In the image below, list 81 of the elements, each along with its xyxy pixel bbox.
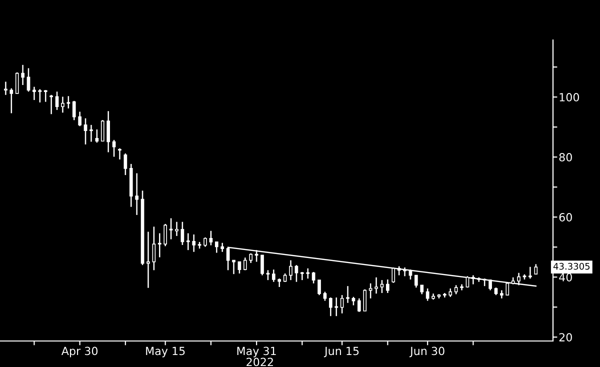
candlestick	[294, 264, 298, 283]
candlestick	[209, 230, 213, 246]
candlestick	[357, 298, 361, 313]
candlestick	[306, 268, 310, 280]
y-tick-label: 60	[559, 213, 572, 222]
candlestick	[135, 172, 138, 216]
y-tick-label: 20	[559, 333, 572, 342]
candlestick	[323, 291, 327, 302]
candlestick	[249, 252, 253, 264]
candlestick	[232, 260, 236, 275]
candlestick	[363, 288, 367, 312]
candlestick	[158, 232, 162, 258]
candlestick	[328, 296, 332, 317]
candlestick	[528, 266, 532, 280]
candlestick	[15, 72, 19, 94]
candlestick	[243, 256, 247, 271]
candlestick	[454, 284, 458, 295]
x-tick-label: May 15	[146, 346, 185, 358]
x-tick-label: Apr 30	[61, 346, 98, 358]
candlestick	[340, 294, 344, 314]
x-axis-title: 2022	[246, 358, 273, 366]
candlestick	[38, 88, 42, 104]
candlestick	[318, 279, 321, 296]
candlestick	[414, 274, 418, 288]
candlestick	[312, 271, 316, 284]
candlestick	[90, 124, 93, 142]
candlestick	[380, 279, 384, 294]
candlestick	[346, 285, 350, 304]
candlestick	[254, 249, 258, 262]
candlestick	[21, 64, 24, 86]
candlestick	[112, 139, 116, 158]
candlestick	[534, 264, 538, 275]
candlestick	[118, 148, 122, 160]
x-tick-label: Jun 30	[409, 346, 444, 358]
candlestick	[50, 94, 53, 115]
candlestick	[426, 288, 430, 302]
candlestick	[100, 120, 104, 142]
candlestick	[204, 236, 207, 248]
candlestick	[180, 221, 184, 246]
candlestick	[124, 152, 128, 176]
candlestick	[95, 128, 99, 144]
annotation: 43.3305	[553, 262, 590, 270]
candlestick	[66, 95, 70, 110]
candlestick	[397, 266, 401, 276]
candlestick	[266, 270, 270, 281]
candlestick	[72, 100, 76, 121]
candlestick	[238, 261, 242, 274]
y-tick-label: 40	[559, 273, 572, 282]
candlestick	[32, 86, 36, 101]
candlestick	[289, 260, 292, 281]
candlestick	[61, 96, 64, 114]
x-tick-label: May 31	[237, 346, 276, 358]
candlestick	[186, 232, 190, 251]
candlestick	[420, 284, 424, 295]
candlestick	[214, 241, 218, 254]
y-tick-label: 100	[560, 92, 580, 102]
candlestick	[374, 276, 378, 294]
candlestick	[300, 271, 304, 281]
candlestick	[26, 68, 30, 92]
candlestick	[175, 221, 178, 237]
candlestick	[78, 111, 82, 127]
candlestick	[386, 278, 390, 294]
x-tick-label: Jun 15	[324, 346, 359, 358]
candlestick	[84, 118, 88, 146]
candlestick	[164, 223, 168, 247]
candlestick	[260, 254, 264, 276]
y-tick-label: 80	[559, 153, 572, 162]
candlestick	[44, 89, 48, 102]
candlestick	[152, 226, 156, 271]
candlestick	[106, 110, 110, 153]
candlestick	[146, 231, 150, 289]
candlestick	[169, 218, 173, 240]
candlestick	[368, 282, 372, 300]
candlestick	[392, 266, 396, 284]
candlestick	[10, 88, 14, 114]
candlestick	[192, 234, 196, 252]
candlestick	[460, 284, 464, 291]
candlestick	[334, 296, 338, 317]
candlestick	[4, 81, 8, 96]
candlestick	[272, 268, 276, 283]
candlestick	[220, 242, 224, 252]
